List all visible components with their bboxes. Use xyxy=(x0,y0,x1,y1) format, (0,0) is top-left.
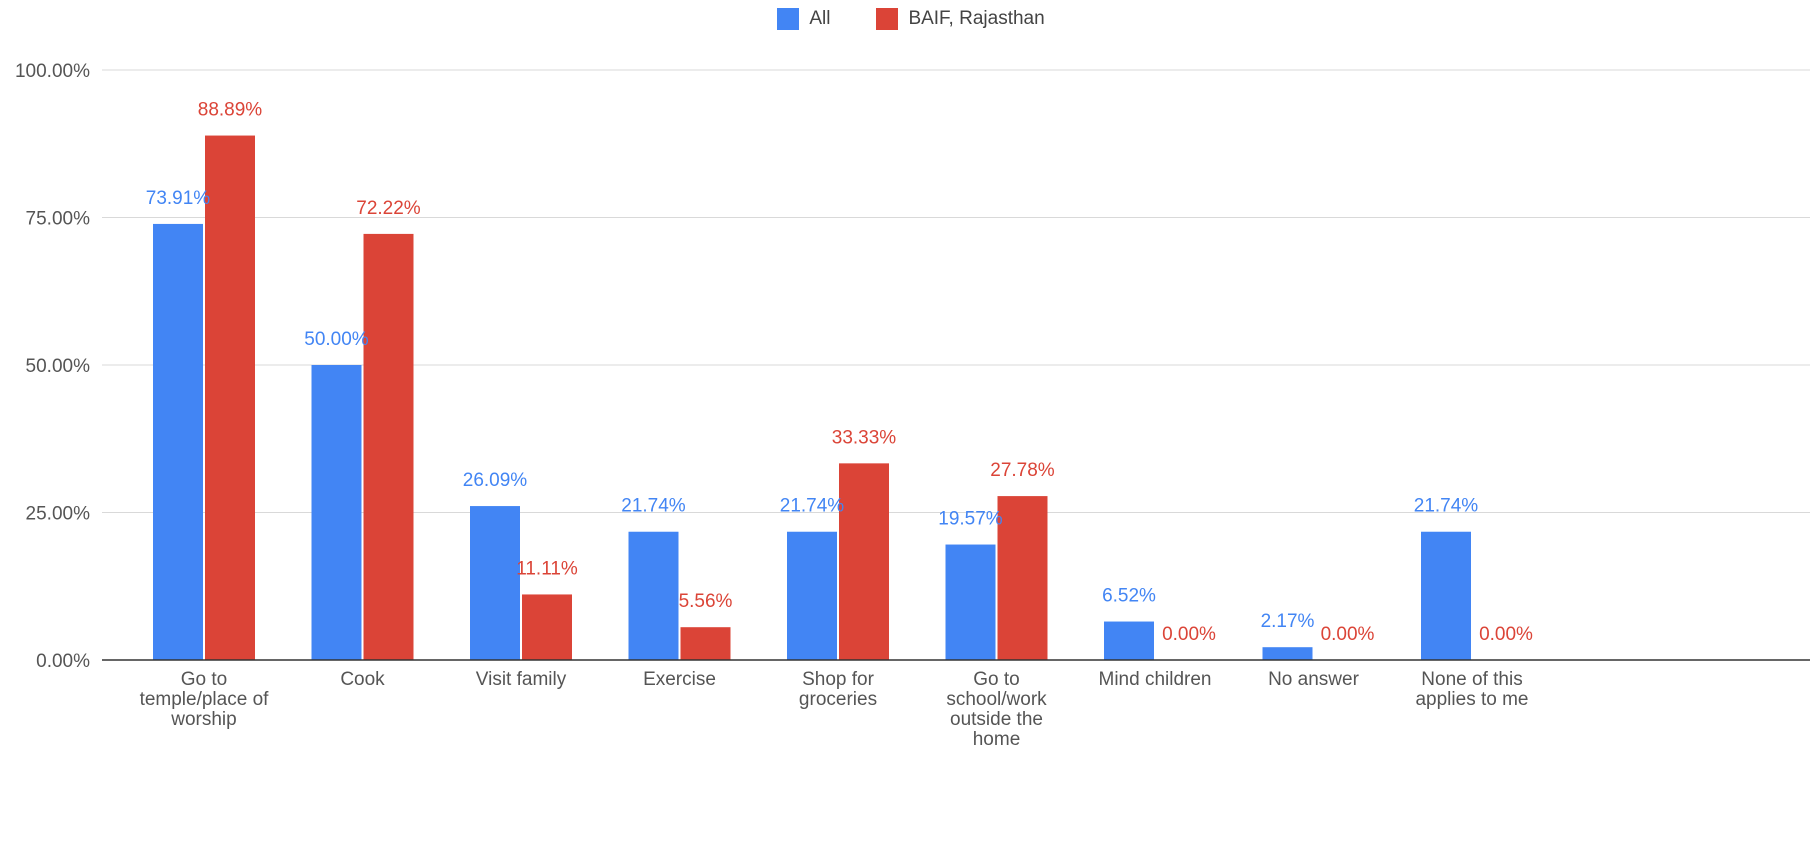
bar-all xyxy=(628,531,679,660)
legend-swatch-all xyxy=(777,8,800,30)
y-tick-label: 0.00% xyxy=(36,651,90,672)
legend-label-all: All xyxy=(809,8,831,29)
bar-baif xyxy=(997,496,1048,660)
bar-all xyxy=(1421,531,1471,660)
x-category-label: Go to school/work outside the home xyxy=(946,669,1047,750)
legend-label-baif: BAIF, Rajasthan xyxy=(908,8,1045,29)
x-category-label: Go to temple/place of worship xyxy=(140,669,270,730)
data-label-all: 21.74% xyxy=(1414,496,1479,517)
chart-legend: All BAIF, Rajasthan xyxy=(0,8,1810,30)
bar-all xyxy=(1262,647,1313,660)
data-label-all: 21.74% xyxy=(621,496,686,517)
bar-all xyxy=(153,223,203,660)
bar-all xyxy=(470,506,520,660)
legend-item-all[interactable]: All xyxy=(765,8,830,30)
x-category-label: None of this applies to me xyxy=(1415,669,1528,710)
y-tick-label: 25.00% xyxy=(26,504,91,525)
data-label-baif: 0.00% xyxy=(1321,624,1375,645)
bar-all xyxy=(787,531,837,660)
data-label-all: 2.17% xyxy=(1261,611,1315,632)
bar-baif xyxy=(363,233,414,661)
data-label-baif: 72.22% xyxy=(356,198,421,219)
data-label-baif: 0.00% xyxy=(1162,624,1216,645)
data-label-all: 19.57% xyxy=(938,509,1003,530)
data-label-all: 50.00% xyxy=(304,329,369,350)
data-label-baif: 11.11% xyxy=(516,558,578,579)
bar-baif xyxy=(680,627,731,660)
y-tick-label: 100.00% xyxy=(15,61,90,82)
legend-item-baif[interactable]: BAIF, Rajasthan xyxy=(864,8,1045,30)
bar-baif xyxy=(205,135,255,660)
data-label-all: 21.74% xyxy=(780,496,845,517)
bar-baif xyxy=(522,594,572,660)
x-category-label: Exercise xyxy=(643,669,716,690)
y-tick-label: 75.00% xyxy=(26,209,91,230)
data-label-all: 73.91% xyxy=(146,188,211,209)
data-label-baif: 88.89% xyxy=(198,100,263,121)
legend-swatch-baif xyxy=(876,8,899,30)
data-label-all: 26.09% xyxy=(463,470,528,491)
bar-all xyxy=(311,365,362,660)
bar-all xyxy=(1104,621,1154,660)
y-tick-label: 50.00% xyxy=(26,356,91,377)
x-category-label: No answer xyxy=(1268,669,1359,690)
x-category-label: Shop for groceries xyxy=(799,669,877,710)
x-category-label: Cook xyxy=(340,669,385,690)
x-category-label: Mind children xyxy=(1099,669,1212,690)
x-category-label: Visit family xyxy=(476,669,567,690)
data-label-all: 6.52% xyxy=(1102,586,1156,607)
bar-baif xyxy=(839,463,889,660)
data-label-baif: 0.00% xyxy=(1479,624,1533,645)
data-label-baif: 33.33% xyxy=(832,427,897,448)
data-label-baif: 27.78% xyxy=(990,460,1055,481)
data-label-baif: 5.56% xyxy=(679,591,733,612)
bar-all xyxy=(945,544,996,660)
